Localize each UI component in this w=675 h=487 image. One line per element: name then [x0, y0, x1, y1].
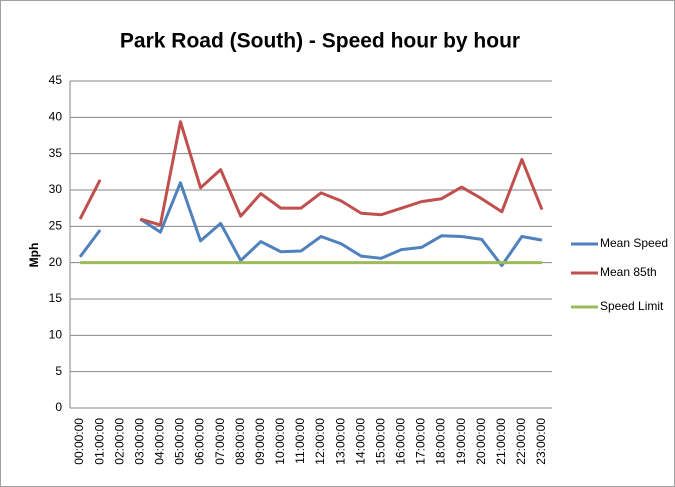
x-tick-label: 02:00:00 — [112, 418, 126, 465]
y-tick-label: 45 — [49, 73, 63, 87]
x-tick-label: 20:00:00 — [474, 418, 488, 465]
y-tick-label: 15 — [49, 291, 63, 305]
x-tick-label: 13:00:00 — [333, 418, 347, 465]
y-tick-label: 10 — [49, 328, 63, 342]
x-tick-label: 18:00:00 — [434, 418, 448, 465]
legend-entry: Mean Speed — [600, 236, 668, 250]
x-tick-label: 03:00:00 — [132, 418, 146, 465]
y-tick-label: 0 — [55, 400, 62, 414]
legend-entry: Mean 85th — [600, 265, 657, 279]
series-line — [78, 181, 543, 268]
x-tick-label: 21:00:00 — [494, 418, 508, 465]
chart-title: Park Road (South) - Speed hour by hour — [120, 30, 520, 53]
x-tick-label: 12:00:00 — [313, 418, 327, 465]
x-tick-label: 11:00:00 — [293, 418, 307, 464]
y-tick-label: 5 — [55, 364, 62, 378]
x-tick-label: 15:00:00 — [373, 418, 387, 465]
x-tick-label: 00:00:00 — [72, 418, 86, 465]
x-tick-label: 17:00:00 — [414, 418, 428, 465]
x-tick-label: 23:00:00 — [534, 418, 548, 465]
x-tick-label: 10:00:00 — [273, 418, 287, 465]
x-tick-label: 01:00:00 — [92, 418, 106, 465]
x-tick-label: 07:00:00 — [213, 418, 227, 465]
x-tick-label: 14:00:00 — [353, 418, 367, 465]
x-tick-label: 05:00:00 — [173, 418, 187, 465]
x-tick-label: 09:00:00 — [253, 418, 267, 465]
y-tick-label: 35 — [49, 146, 63, 160]
x-tick-label: 06:00:00 — [193, 418, 207, 465]
y-tick-label: 25 — [49, 219, 63, 233]
y-tick-label: 40 — [49, 110, 63, 124]
legend-entry: Speed Limit — [600, 299, 664, 313]
y-axis-label: Mph — [27, 243, 41, 268]
x-tick-label: 22:00:00 — [514, 418, 528, 465]
y-tick-label: 20 — [49, 255, 63, 269]
x-tick-label: 08:00:00 — [233, 418, 247, 465]
x-tick-label: 04:00:00 — [153, 418, 167, 465]
series-line — [78, 120, 544, 227]
y-tick-label: 30 — [49, 182, 63, 196]
x-tick-label: 16:00:00 — [394, 418, 408, 465]
x-tick-label: 19:00:00 — [454, 418, 468, 465]
